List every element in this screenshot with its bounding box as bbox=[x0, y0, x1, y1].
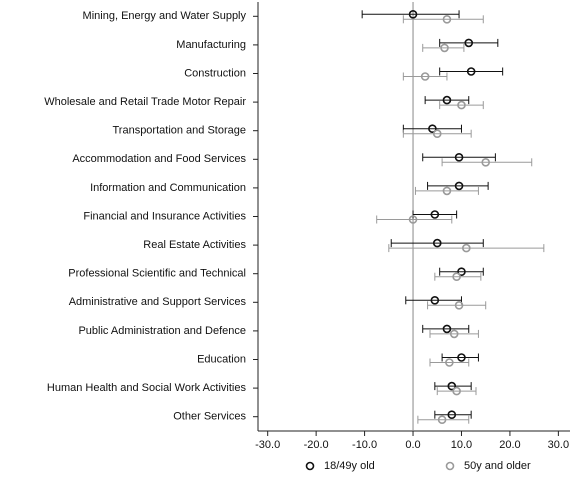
point bbox=[430, 210, 440, 219]
point bbox=[442, 324, 452, 334]
y-tick-label: Transportation and Storage bbox=[112, 125, 246, 137]
point bbox=[420, 72, 430, 81]
point bbox=[462, 243, 471, 253]
point bbox=[428, 124, 437, 133]
point bbox=[430, 295, 440, 305]
y-tick-label: Accommodation and Food Services bbox=[72, 153, 246, 165]
point bbox=[432, 129, 442, 138]
y-tick-label: Education bbox=[197, 353, 246, 365]
legend-label: 18/49y old bbox=[324, 460, 375, 472]
point bbox=[454, 181, 464, 191]
point bbox=[457, 353, 466, 362]
point bbox=[466, 67, 476, 76]
point bbox=[445, 358, 454, 367]
y-tick-label: Mining, Energy and Water Supply bbox=[83, 10, 247, 22]
y-tick-label: Manufacturing bbox=[176, 39, 246, 51]
y-tick-label: Human Health and Social Work Activities bbox=[47, 382, 247, 394]
y-tick-label: Other Services bbox=[173, 411, 246, 423]
point bbox=[464, 38, 474, 48]
legend-label: 50y and older bbox=[464, 460, 531, 472]
y-tick-label: Administrative and Support Services bbox=[69, 296, 247, 308]
point bbox=[408, 215, 418, 224]
point bbox=[447, 381, 457, 391]
y-tick-label: Information and Communication bbox=[90, 182, 246, 194]
x-tick-label: 20.0 bbox=[499, 439, 520, 451]
x-tick-label: -20.0 bbox=[304, 439, 329, 451]
point bbox=[452, 386, 461, 396]
point bbox=[457, 267, 466, 277]
point bbox=[481, 158, 491, 167]
point bbox=[454, 153, 464, 162]
y-tick-label: Wholesale and Retail Trade Motor Repair bbox=[44, 96, 246, 108]
point bbox=[452, 272, 461, 282]
point bbox=[432, 238, 442, 248]
x-tick-label: 10.0 bbox=[451, 439, 472, 451]
point bbox=[408, 10, 418, 19]
point bbox=[442, 14, 452, 24]
legend-marker bbox=[445, 461, 455, 471]
point bbox=[454, 300, 464, 310]
x-tick-label: 0.0 bbox=[405, 439, 420, 451]
point bbox=[442, 95, 452, 105]
legend-marker bbox=[305, 461, 315, 471]
point bbox=[437, 415, 447, 425]
y-tick-label: Professional Scientific and Technical bbox=[68, 268, 246, 280]
y-tick-label: Real Estate Activities bbox=[143, 239, 246, 251]
x-tick-label: -30.0 bbox=[255, 439, 280, 451]
y-tick-label: Construction bbox=[184, 67, 246, 79]
point bbox=[457, 100, 466, 110]
point bbox=[440, 43, 449, 53]
y-tick-label: Financial and Insurance Activities bbox=[83, 210, 246, 222]
point bbox=[442, 186, 452, 196]
x-tick-label: -10.0 bbox=[352, 439, 377, 451]
point bbox=[449, 329, 459, 339]
point bbox=[447, 410, 457, 420]
y-tick-label: Public Administration and Defence bbox=[78, 325, 246, 337]
x-tick-label: 30.0 bbox=[548, 439, 569, 451]
